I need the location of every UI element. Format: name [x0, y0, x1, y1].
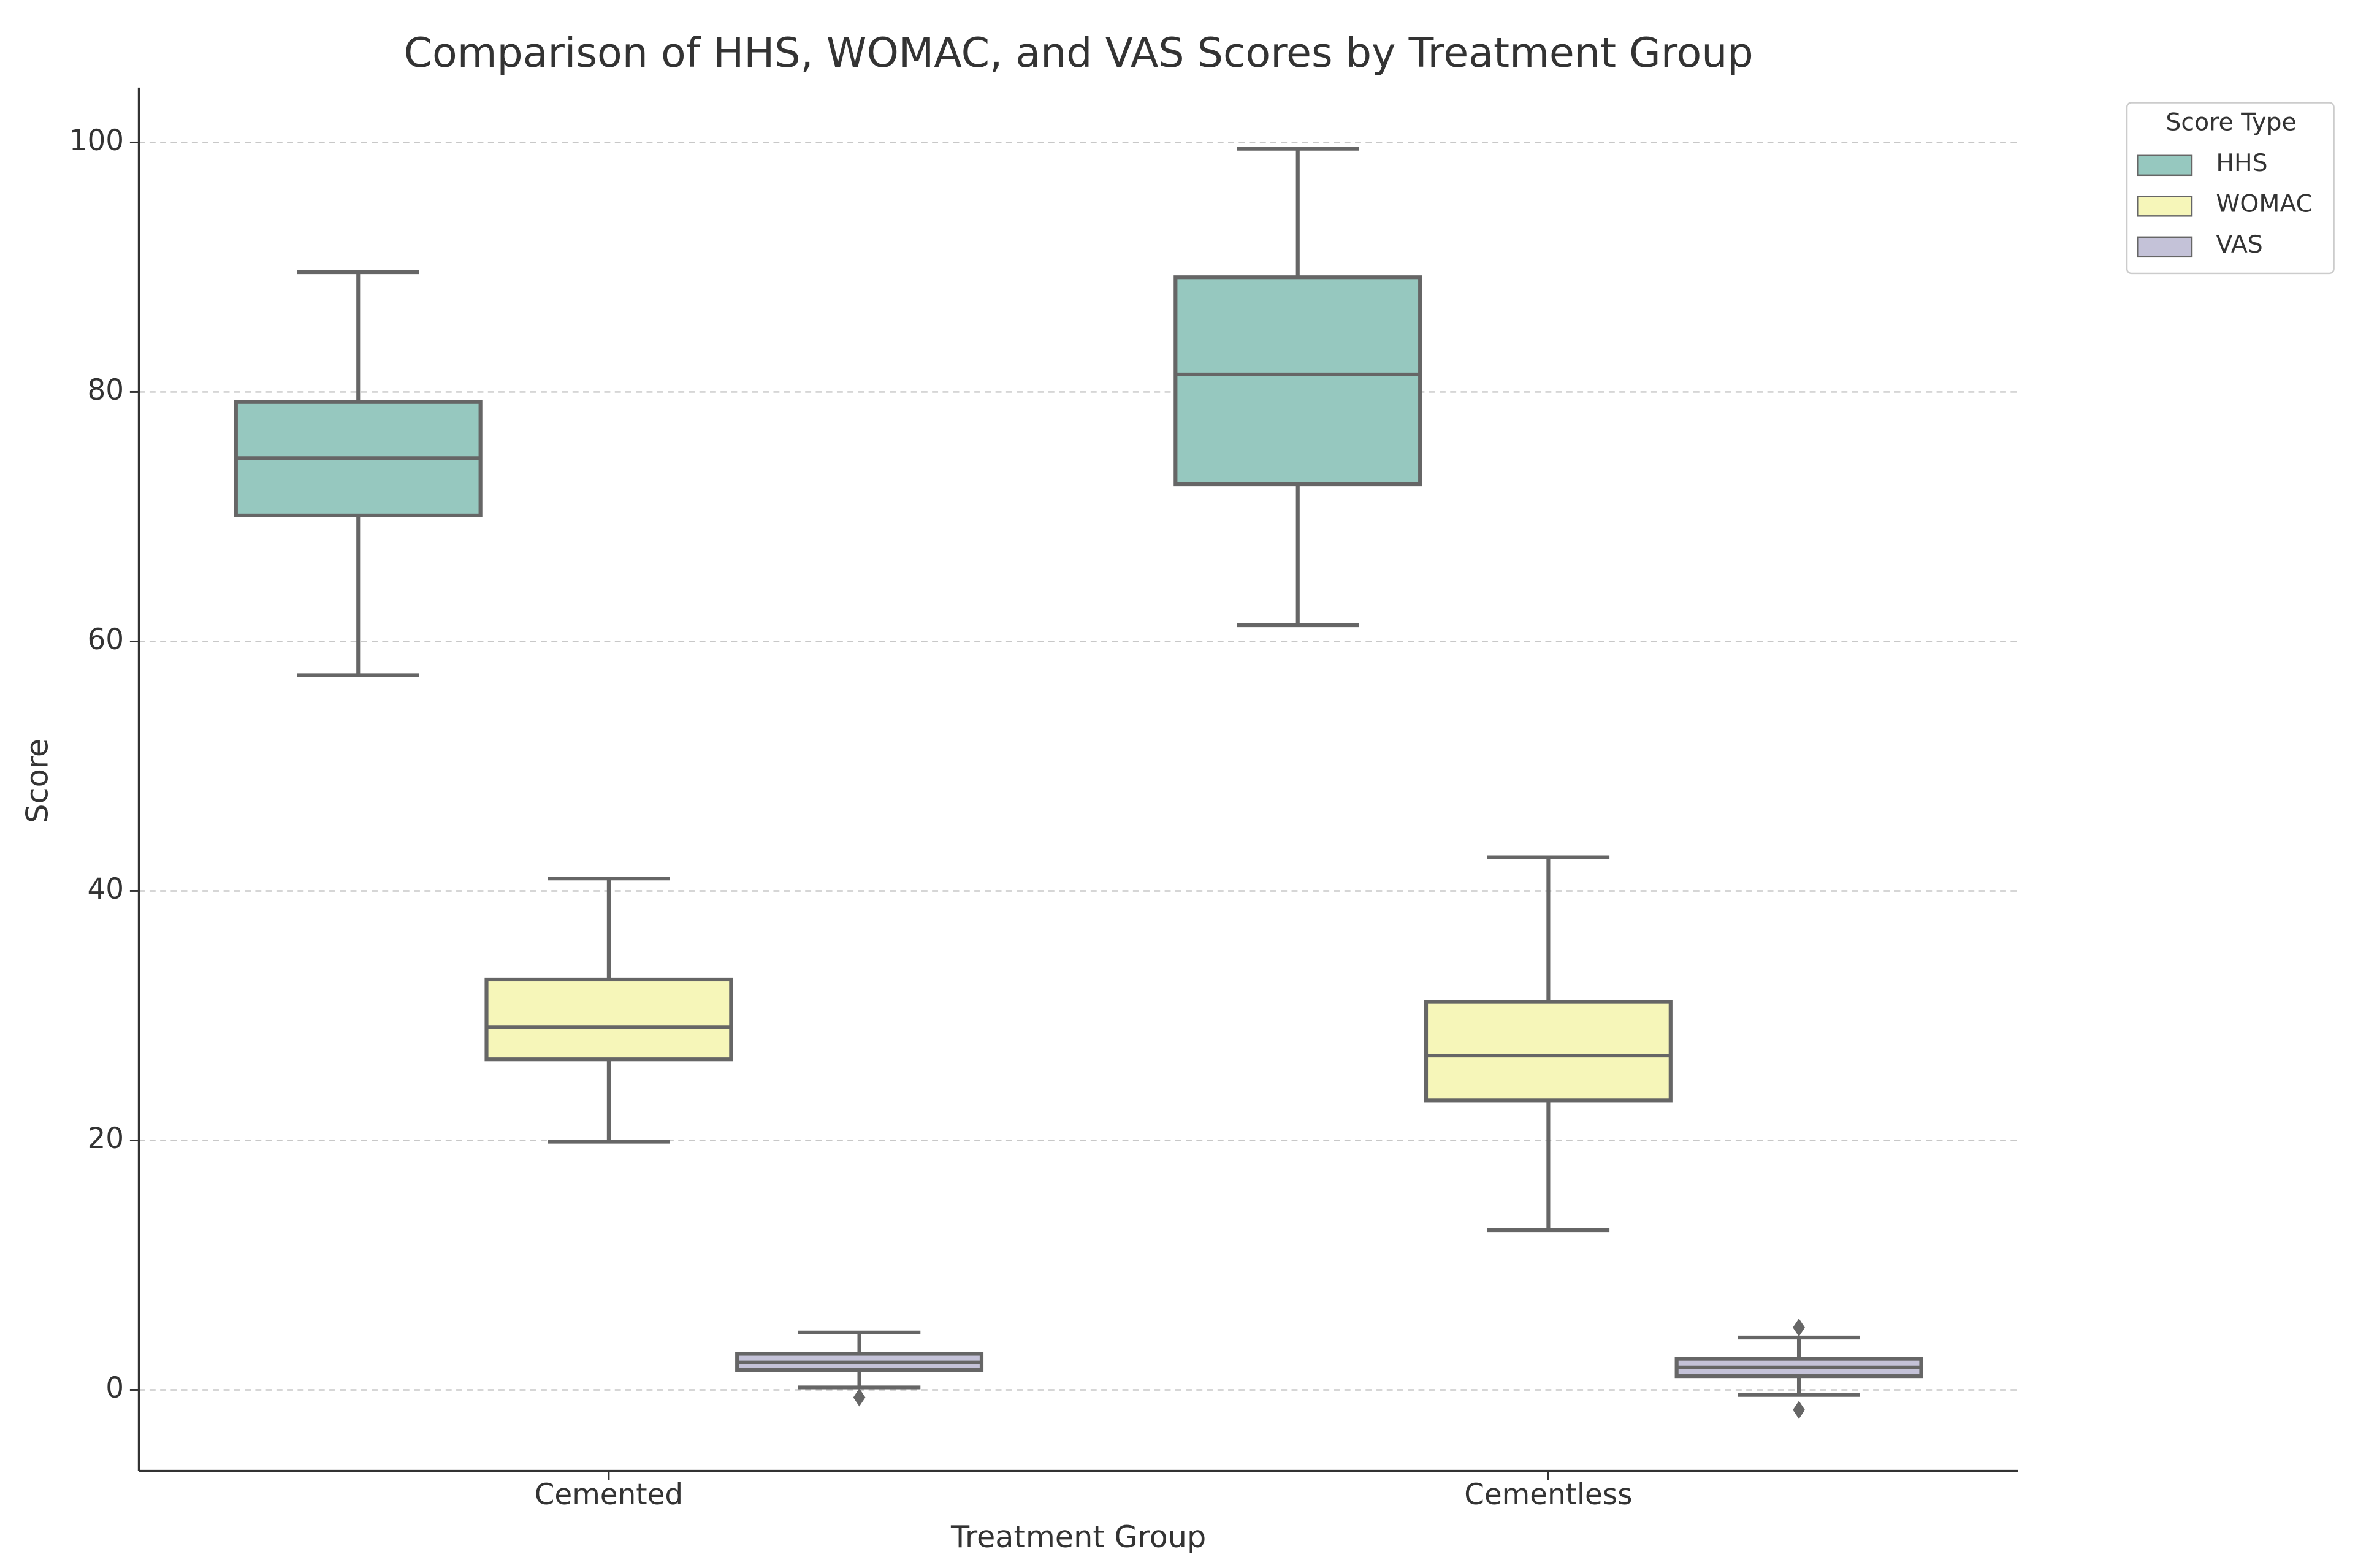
- outlier: [1793, 1318, 1805, 1337]
- legend-label: VAS: [2216, 230, 2262, 259]
- legend-swatch: [2137, 236, 2193, 258]
- box: [484, 977, 733, 1062]
- y-tick-label: 0: [105, 1372, 124, 1405]
- y-tick-label: 60: [87, 623, 124, 657]
- box: [1173, 275, 1422, 487]
- legend-label: WOMAC: [2216, 190, 2313, 218]
- outlier: [1793, 1401, 1805, 1419]
- legend-box: [2126, 102, 2335, 275]
- y-tick-label: 20: [87, 1122, 124, 1155]
- y-tick-label: 40: [87, 873, 124, 906]
- chart-title: Comparison of HHS, WOMAC, and VAS Scores…: [404, 29, 1753, 77]
- x-axis-label: Treatment Group: [950, 1519, 1206, 1555]
- legend-swatch: [2137, 154, 2193, 177]
- outlier: [853, 1388, 866, 1407]
- y-tick-label: 80: [87, 374, 124, 407]
- legend-swatch: [2137, 196, 2193, 217]
- y-tick-label: 100: [69, 124, 124, 158]
- x-tick-label: Cemented: [535, 1479, 683, 1512]
- legend-title: Score Type: [2165, 108, 2296, 137]
- box: [1424, 1000, 1673, 1103]
- x-tick-label: Cementless: [1464, 1479, 1632, 1512]
- y-axis-label: Score: [20, 739, 55, 823]
- legend-label: HHS: [2216, 149, 2267, 177]
